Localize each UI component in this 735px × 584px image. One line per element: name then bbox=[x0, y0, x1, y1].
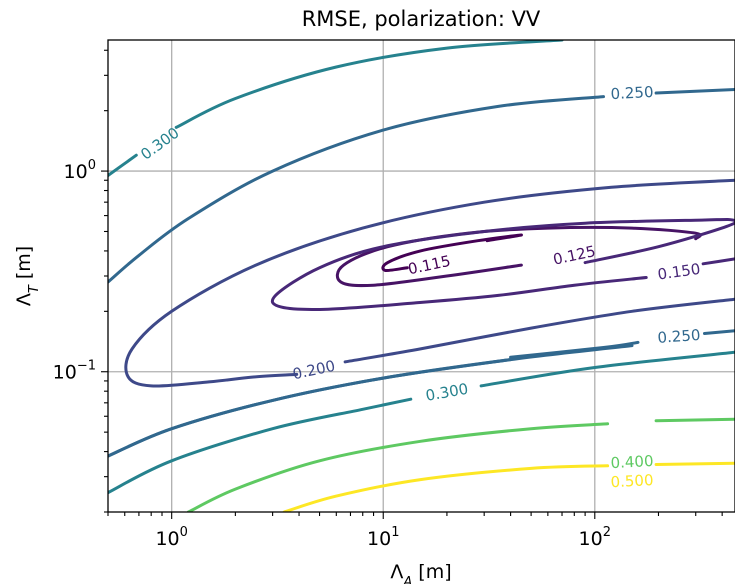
x-tick-label: 101 bbox=[367, 525, 399, 550]
contour-line-0-500 bbox=[654, 461, 735, 466]
contour-line-0-200 bbox=[124, 178, 735, 388]
contour-label: 0.115 bbox=[406, 252, 452, 279]
contour-line-0-300 bbox=[108, 153, 138, 177]
y-tick-label: 10−1 bbox=[53, 359, 96, 384]
contour-line-0-250 bbox=[108, 95, 605, 284]
contour-line-0-300 bbox=[479, 350, 735, 388]
y-axis-label: ΛT [m] bbox=[13, 246, 42, 306]
contour-line-0-250 bbox=[703, 329, 735, 335]
contour-line-0-200 bbox=[343, 297, 735, 364]
contour-label: 0.250 bbox=[657, 326, 701, 347]
contour-line-0-250 bbox=[108, 358, 513, 458]
x-tick-label: 102 bbox=[579, 525, 611, 550]
x-tick-label: 100 bbox=[155, 525, 187, 550]
contour-line-0-400 bbox=[654, 417, 735, 423]
chart-title: RMSE, polarization: VV bbox=[302, 7, 541, 31]
contour-line-0-250 bbox=[108, 344, 634, 458]
contour-line-0-400 bbox=[186, 422, 610, 512]
contour-line-0-150 bbox=[270, 217, 735, 311]
contour-label: 0.300 bbox=[424, 380, 469, 405]
contour-line-0-500 bbox=[282, 464, 610, 512]
contour-label: 0.500 bbox=[610, 471, 654, 491]
y-tick-label: 100 bbox=[64, 158, 96, 183]
contour-label: 0.250 bbox=[610, 83, 654, 103]
contour-label: 0.300 bbox=[137, 124, 182, 164]
contour-labels: 0.115 0.125 0.150 0.200 0.250 0.250 0.300 0.300… bbox=[137, 83, 701, 491]
x-axis-label: ΛA [m] bbox=[390, 561, 451, 584]
contour-line-0-150 bbox=[701, 257, 735, 266]
contour-label: 0.125 bbox=[551, 242, 597, 269]
contour-line-0-300 bbox=[174, 40, 564, 129]
contour-line-0-250 bbox=[654, 88, 735, 95]
contour-label: 0.200 bbox=[291, 357, 337, 384]
contour-lines bbox=[108, 40, 735, 512]
contour-line-0-300 bbox=[108, 397, 413, 495]
contour-label: 0.150 bbox=[656, 260, 701, 284]
contour-line-0-115 bbox=[381, 233, 523, 273]
axis-ticks: 100 101 102 100 10−1 bbox=[53, 49, 723, 550]
contour-line-0-250 bbox=[509, 340, 640, 359]
contour-label: 0.400 bbox=[610, 452, 654, 472]
